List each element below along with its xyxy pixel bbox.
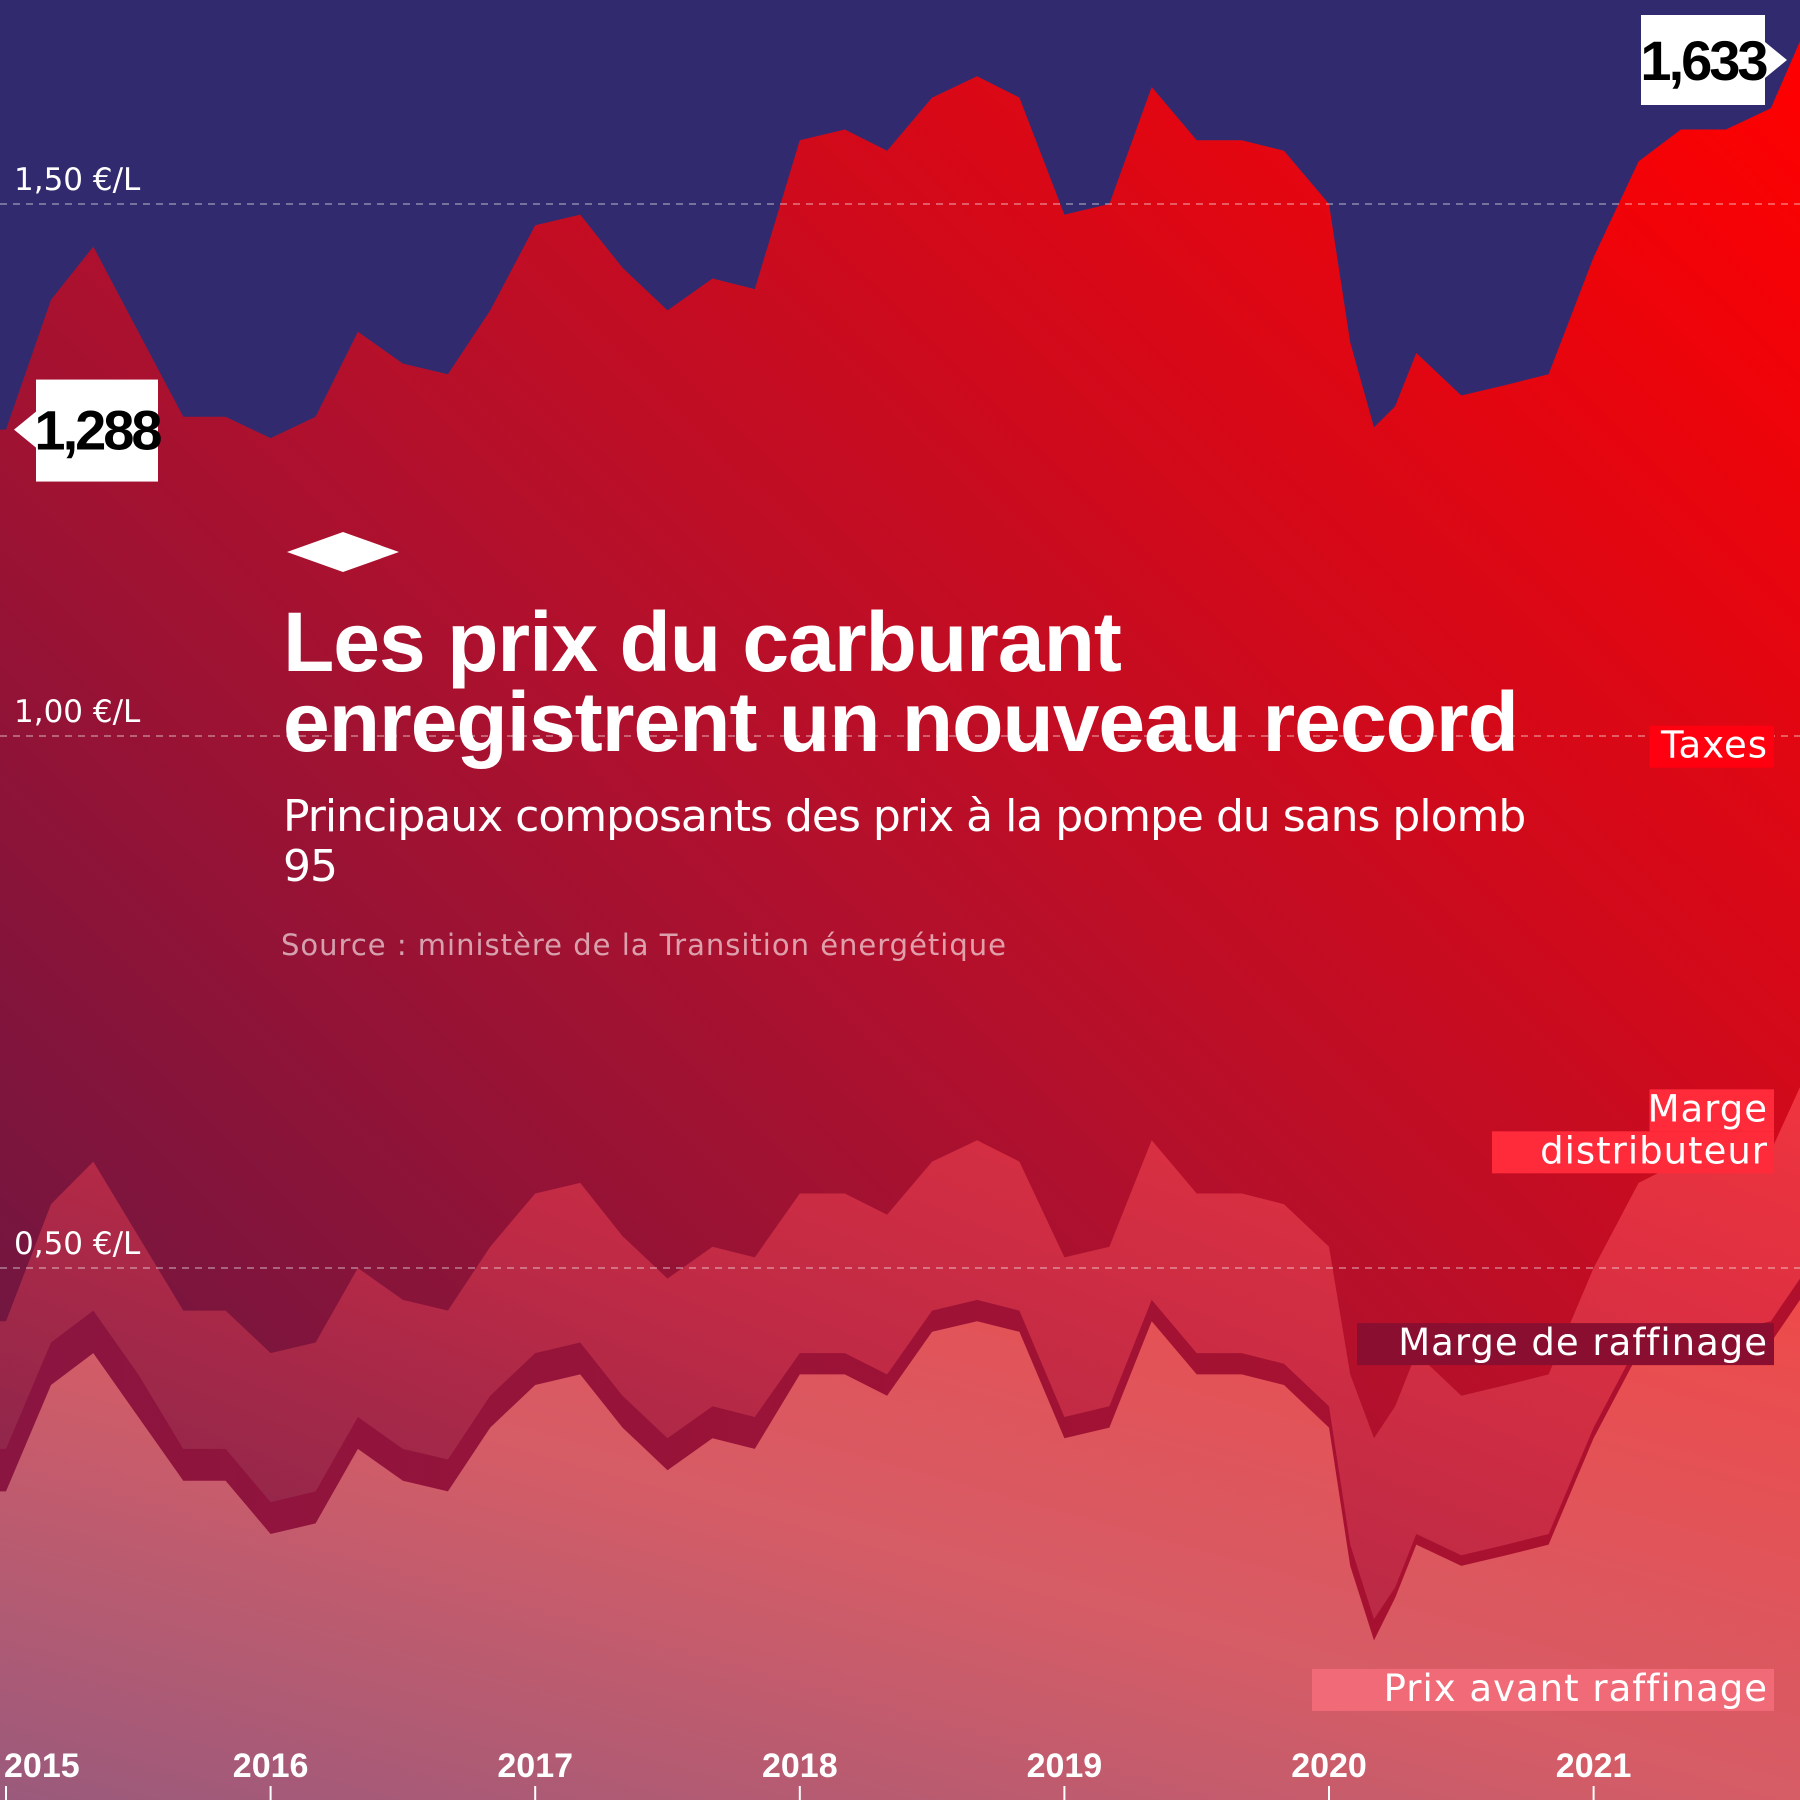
- diamond-icon: [287, 532, 399, 572]
- title-block: Les prix du carburant enregistrent un no…: [281, 540, 1533, 962]
- start-value-badge: 1,288: [14, 379, 164, 482]
- value-badges: 1,288 1,633: [14, 15, 1787, 482]
- x-tick-label: 2020: [1291, 1747, 1367, 1785]
- start-value-text: 1,288: [34, 399, 161, 462]
- end-value-text: 1,633: [1640, 29, 1767, 92]
- end-badge-box: [1641, 15, 1765, 105]
- series-label-taxes: Taxes: [1649, 724, 1774, 768]
- chart-source: Source : ministère de la Transition éner…: [281, 928, 1007, 962]
- start-badge-box: [36, 379, 158, 482]
- series-label-bg: [1649, 725, 1774, 768]
- series-label-text: distributeur: [1540, 1129, 1768, 1172]
- y-axis-labels: 0,50 €/L 1,00 €/L 1,50 €/L: [14, 162, 141, 1262]
- chart-subtitle-text: Principaux composants des prix à la pomp…: [283, 791, 1526, 892]
- series-label-text: Marge: [1648, 1087, 1768, 1130]
- series-label-bg: [1649, 1089, 1774, 1132]
- end-badge-pointer: [1765, 42, 1787, 78]
- x-tick-label: 2017: [497, 1747, 573, 1785]
- gridlines: [0, 203, 1800, 1269]
- series-label-bg: [1492, 1131, 1774, 1174]
- y-tick-label: 0,50 €/L: [14, 1226, 141, 1262]
- series-label-text: Marge de raffinage: [1398, 1321, 1768, 1364]
- series-label-bg: [1357, 1323, 1774, 1366]
- chart-subtitle: Principaux composants des prix à la pomp…: [283, 792, 1533, 892]
- series-label-prix-avant-raffinage: Prix avant raffinage: [1312, 1667, 1774, 1711]
- series-label-marge-de-raffinage: Marge de raffinage: [1357, 1321, 1774, 1366]
- end-value-badge: 1,633: [1640, 15, 1787, 105]
- series-label-text: Taxes: [1660, 724, 1768, 767]
- y-tick-label: 1,50 €/L: [14, 162, 141, 198]
- x-tick-label: 2018: [762, 1747, 838, 1785]
- x-tick-label: 2021: [1556, 1747, 1632, 1785]
- x-tick-label: 2016: [233, 1747, 309, 1785]
- series-labels: Prix avant raffinage Marge de raffinage Ma…: [1312, 724, 1774, 1711]
- y-tick-label: 1,00 €/L: [14, 694, 141, 730]
- start-badge-pointer: [14, 411, 36, 448]
- chart-title: Les prix du carburant enregistrent un no…: [283, 595, 1519, 769]
- x-tick-label: 2015: [4, 1747, 80, 1785]
- series-label-text: Prix avant raffinage: [1384, 1667, 1768, 1710]
- x-axis: 2015 2016 2017 2018 2019 2020 2021: [4, 1747, 1631, 1800]
- series-label-bg: [1312, 1668, 1774, 1711]
- x-tick-label: 2019: [1027, 1747, 1103, 1785]
